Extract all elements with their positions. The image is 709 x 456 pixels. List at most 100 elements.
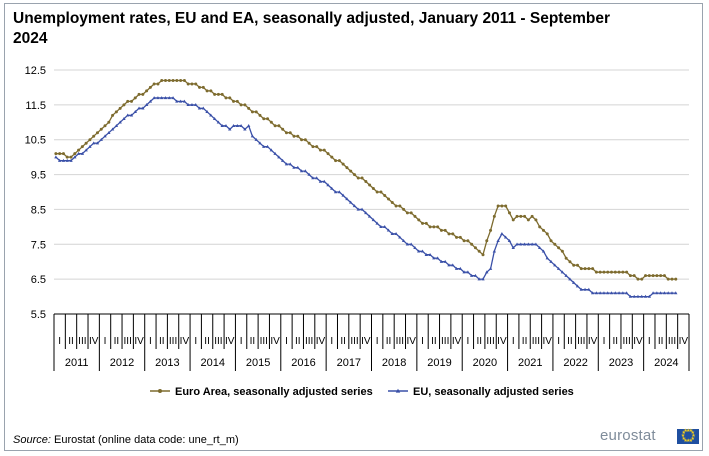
eu-data-point [564, 273, 568, 277]
ea-data-point [318, 148, 322, 152]
flag-star-icon: ★ [681, 435, 686, 442]
eu-data-point [273, 151, 277, 155]
year-label: 2021 [518, 357, 542, 369]
ea-data-point [594, 270, 598, 274]
quarter-label: I [603, 336, 606, 347]
eu-data-point [549, 259, 553, 263]
legend-marker-triangle [395, 388, 401, 393]
eu-data-point [451, 263, 455, 267]
eu-data-point [417, 249, 421, 253]
ea-data-point [564, 256, 568, 260]
ea-data-point [591, 267, 595, 271]
ea-data-point [239, 103, 243, 107]
flag-star-icon: ★ [688, 437, 694, 444]
flag-star-icon: ★ [681, 430, 686, 437]
flag-star-icon: ★ [680, 433, 686, 439]
eu-data-point [239, 123, 243, 127]
quarter-label: III [532, 336, 540, 347]
eu-data-point [243, 127, 247, 131]
ea-data-point [481, 253, 485, 257]
y-tick-label: 6.5 [31, 274, 46, 286]
legend-label: EU, seasonally adjusted series [413, 386, 574, 398]
ea-data-point [394, 204, 398, 208]
eu-data-point [628, 294, 633, 298]
quarter-label: I [512, 336, 515, 347]
quarter-label: II [431, 336, 437, 347]
eu-data-point [568, 277, 572, 281]
ea-data-point [224, 96, 228, 100]
ea-data-point [417, 218, 421, 222]
eu-data-point [613, 291, 617, 295]
eu-data-point [349, 200, 353, 204]
quarter-label: II [476, 336, 482, 347]
eu-data-point [674, 291, 678, 295]
ea-data-point [541, 228, 545, 232]
eu-data-point [205, 110, 209, 114]
ea-data-point [428, 225, 432, 229]
ea-data-point [141, 92, 145, 96]
eu-data-point [481, 277, 485, 281]
quarter-label: III [260, 336, 268, 347]
eu-data-point [54, 155, 58, 159]
eu-data-point [424, 252, 429, 256]
ea-data-point [137, 92, 141, 96]
ea-data-point [477, 249, 481, 253]
ea-data-point [54, 152, 58, 156]
eu-data-point [122, 117, 126, 120]
year-label: 2013 [155, 357, 179, 369]
quarter-label: I [149, 336, 152, 347]
quarter-label: II [204, 336, 210, 347]
eu-data-point [636, 294, 640, 298]
eu-data-point [537, 245, 542, 249]
ea-data-point [364, 180, 368, 184]
quarter-label: IV [134, 336, 144, 347]
eu-data-point [469, 273, 474, 277]
quarter-label: I [194, 336, 197, 347]
eu-data-point [84, 148, 88, 152]
ea-data-point [326, 152, 330, 156]
ea-data-point [273, 124, 277, 128]
eu-data-point [341, 193, 345, 197]
eu-data-point [296, 165, 300, 169]
eu-data-point [288, 162, 292, 166]
eu-data-point [439, 259, 444, 263]
eu-data-point [163, 96, 168, 100]
quarter-label: IV [361, 336, 371, 347]
ea-data-point [126, 99, 130, 103]
ea-data-point [360, 176, 364, 180]
year-label: 2012 [110, 357, 134, 369]
eu-data-point [375, 221, 379, 225]
ea-data-point [80, 145, 84, 149]
ea-data-point [341, 162, 345, 166]
ea-data-point [284, 131, 288, 135]
ea-data-point [432, 225, 436, 229]
ea-data-point [95, 131, 99, 135]
ea-data-point [88, 138, 92, 142]
ea-data-point [489, 228, 493, 232]
ea-data-point [129, 99, 133, 103]
eu-data-point [95, 141, 100, 145]
quarter-label: II [567, 336, 573, 347]
ea-data-point [666, 277, 670, 281]
ea-data-point [500, 204, 504, 208]
ea-data-point [303, 138, 307, 142]
ea-data-point [568, 260, 572, 264]
quarter-label: IV [270, 336, 280, 347]
eu-data-point [182, 99, 187, 103]
flag-star-icon: ★ [686, 438, 691, 445]
source-note: Source: Eurostat (online data code: une_… [13, 434, 239, 446]
ea-data-point [379, 190, 383, 194]
ea-data-point [383, 193, 387, 197]
ea-data-point [232, 99, 236, 103]
ea-data-point [579, 267, 583, 271]
eu-data-point [609, 291, 614, 295]
eu-data-point [118, 120, 122, 124]
year-label: 2011 [65, 357, 89, 369]
eu-data-point [405, 242, 410, 246]
ea-data-point [175, 78, 179, 82]
eu-data-point [575, 284, 580, 288]
legend-label: Euro Area, seasonally adjusted series [175, 386, 373, 398]
chart-frame [4, 3, 703, 451]
eu-data-point [477, 277, 481, 281]
eu-data-point [420, 249, 425, 253]
